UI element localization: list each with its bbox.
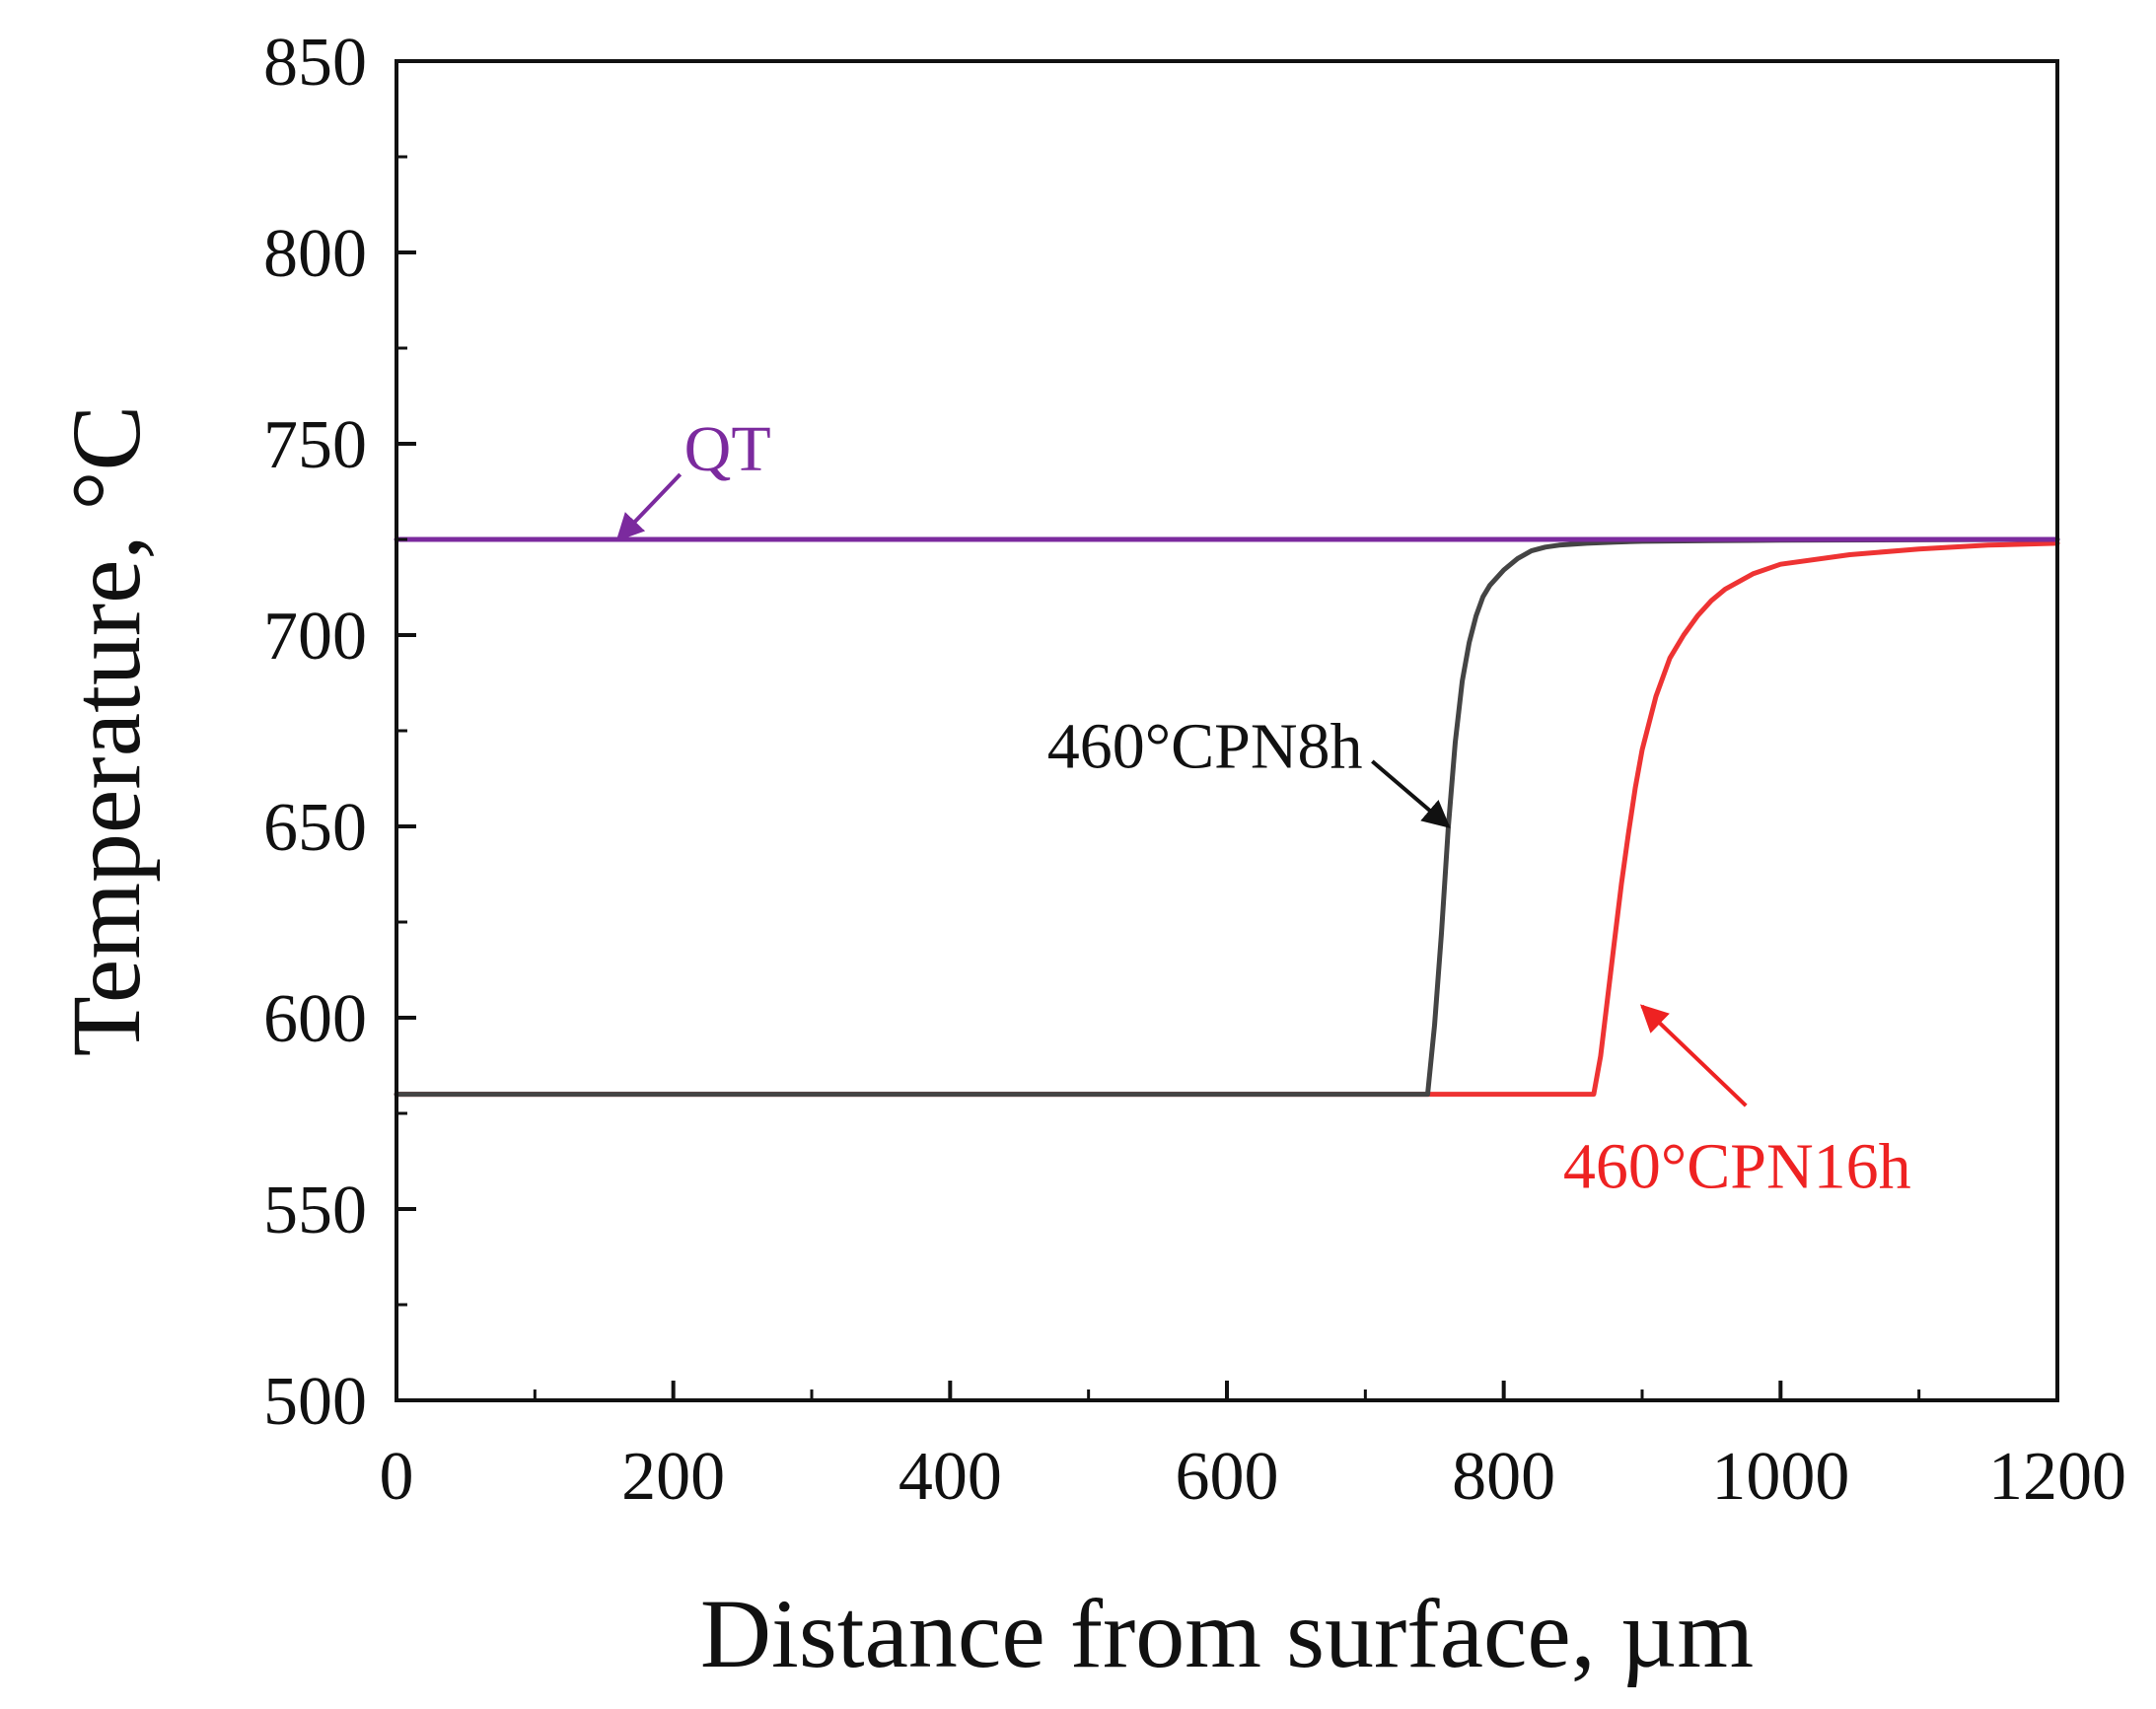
y-tick-label: 700: [263, 599, 367, 675]
y-tick-label: 550: [263, 1173, 367, 1248]
x-tick-label: 800: [1452, 1439, 1555, 1515]
x-axis: 0 200 400 600 800 1000 1200: [380, 1381, 2126, 1515]
y-tick-label: 650: [263, 790, 367, 866]
y-tick-label: 850: [263, 25, 367, 101]
y-tick-label: 750: [263, 407, 367, 483]
x-tick-label: 0: [380, 1439, 414, 1515]
series-line-2: [394, 540, 2060, 1098]
x-tick-label: 1200: [1988, 1439, 2126, 1515]
annotation-label: 460°CPN8h: [1047, 711, 1363, 783]
annotation-label: 460°CPN16h: [1563, 1131, 1911, 1203]
annotation-arrow: [615, 472, 683, 542]
annotation-arrow: [1371, 759, 1451, 828]
annotation-label: QT: [684, 413, 771, 485]
y-tick-label: 600: [263, 981, 367, 1057]
y-tick-label: 500: [263, 1364, 367, 1440]
y-axis: 500 550 600 650 700 750 800 850: [263, 25, 416, 1440]
series-layer: [394, 536, 2060, 1098]
y-axis-title: Temperature, °C: [51, 405, 161, 1057]
annotation-layer: QT 460°CPN8h 460°CPN16h: [615, 413, 1911, 1203]
x-tick-label: 1000: [1711, 1439, 1849, 1515]
series-line-1: [394, 536, 2060, 1098]
x-axis-title: Distance from surface, µm: [700, 1579, 1754, 1688]
x-tick-label: 200: [621, 1439, 725, 1515]
x-tick-label: 400: [898, 1439, 1002, 1515]
x-tick-label: 600: [1176, 1439, 1279, 1515]
annotation-arrow: [1639, 1004, 1748, 1107]
y-tick-label: 800: [263, 216, 367, 292]
